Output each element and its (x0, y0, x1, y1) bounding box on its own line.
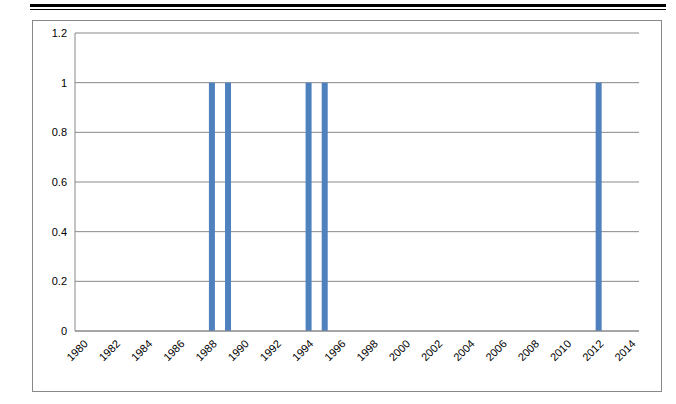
svg-text:0.6: 0.6 (52, 176, 67, 188)
svg-text:1996: 1996 (322, 337, 348, 363)
svg-text:1988: 1988 (193, 337, 219, 363)
svg-text:0.8: 0.8 (52, 126, 67, 138)
svg-text:1980: 1980 (64, 337, 90, 363)
svg-text:2000: 2000 (386, 337, 412, 363)
svg-text:2008: 2008 (515, 337, 541, 363)
svg-text:1992: 1992 (258, 337, 284, 363)
svg-text:2002: 2002 (419, 337, 445, 363)
svg-text:0: 0 (61, 325, 67, 337)
svg-text:1982: 1982 (96, 337, 122, 363)
svg-text:0.4: 0.4 (52, 226, 67, 238)
svg-text:2004: 2004 (451, 337, 477, 363)
svg-text:1.2: 1.2 (52, 27, 67, 39)
svg-text:1994: 1994 (290, 337, 316, 363)
svg-text:1984: 1984 (129, 337, 155, 363)
svg-text:1986: 1986 (161, 337, 187, 363)
svg-text:2006: 2006 (483, 337, 509, 363)
svg-text:0.2: 0.2 (52, 275, 67, 287)
svg-text:2012: 2012 (580, 337, 606, 363)
svg-text:2010: 2010 (548, 337, 574, 363)
svg-text:1990: 1990 (225, 337, 251, 363)
svg-text:1998: 1998 (354, 337, 380, 363)
svg-text:2014: 2014 (612, 337, 638, 363)
svg-text:1: 1 (61, 77, 67, 89)
